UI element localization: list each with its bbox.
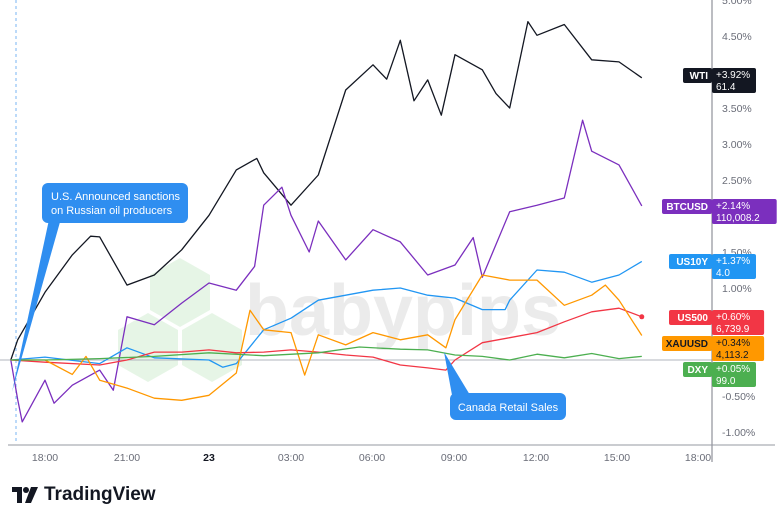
series-change: +0.34% [716,338,750,349]
watermark-hex [182,313,242,382]
series-name: DXY [687,365,708,376]
tradingview-logo[interactable]: TradingView [12,484,156,506]
series-value-tag [712,68,756,93]
series-name-tag [669,310,712,325]
series-line-btcusd[interactable] [10,119,643,423]
series-change: +2.14% [716,201,750,212]
series-value-tag [712,199,777,224]
price-tick-label: 4.50% [722,31,752,43]
price-tick-label: -0.50% [722,391,755,403]
callout-canada-retail-sales[interactable] [450,393,566,420]
series-value-tag [712,254,756,279]
series-change: +0.60% [716,312,750,323]
price-tick-label: 3.50% [722,103,752,115]
watermark-hex [150,258,210,327]
price-tick-label: 1.00% [722,283,752,295]
callout-sanctions[interactable] [42,183,188,223]
series-line-wti[interactable] [10,20,643,361]
series-value-tag [712,362,756,387]
series-name: US10Y [676,257,708,268]
series-price: 110,008.2 [716,213,760,224]
callout-sanctions-line2: on Russian oil producers [51,205,173,217]
series-name-tag [683,362,712,377]
series-price: 6,739.9 [716,324,750,335]
price-tick-label: -1.00% [722,427,755,439]
series-line-dxy[interactable] [10,346,642,361]
series-name: BTCUSD [666,202,708,213]
series-labels: WTI +3.92%61.4 BTCUSD +2.14%110,008.2 US10Y +… [662,68,777,387]
series-price: 4.0 [716,268,730,279]
series-name: WTI [690,71,709,82]
series-name: XAUUSD [666,339,708,350]
price-tick-label: 2.50% [722,175,752,187]
callout-pointer [12,215,62,392]
series-change: +3.92% [716,70,750,81]
series-value-tag [712,336,765,361]
series-line-us500[interactable] [10,307,643,371]
series-name: US500 [677,313,708,324]
watermark-hex [118,313,178,382]
time-tick-label: 18:00 [685,452,711,464]
time-tick-label: 15:00 [604,452,630,464]
series-name-tag [669,254,712,269]
time-tick-label: 09:00 [441,452,467,464]
price-tick-label: 3.00% [722,139,752,151]
callout-canada-text: Canada Retail Sales [458,402,559,414]
time-tick-label: 18:00 [32,452,58,464]
series-value-tag [712,310,765,335]
watermark: babypips [118,258,561,382]
series-lines [10,20,645,423]
last-point-marker [639,314,645,320]
time-axis[interactable]: 18:00 21:00 23 03:00 06:00 09:00 12:00 15:00 18:… [32,452,711,464]
callout-pointer [444,352,470,395]
series-name-tag [683,68,712,83]
time-tick-label: 12:00 [523,452,549,464]
tradingview-logo-icon [12,487,38,503]
price-tick-label: 5.00% [722,0,752,7]
series-price: 61.4 [716,82,736,93]
time-tick-label: 23 [203,452,215,464]
time-tick-label: 21:00 [114,452,140,464]
time-tick-label: 06:00 [359,452,385,464]
series-name-tag [662,199,712,214]
series-line-xauusd[interactable] [10,274,643,401]
series-change: +0.05% [716,364,750,375]
series-price: 4,113.2 [716,350,749,361]
series-change: +1.37% [716,256,750,267]
brand-name: TradingView [44,484,156,505]
callout-sanctions-line1: U.S. Announced sanctions [51,191,181,203]
annotations: U.S. Announced sanctions on Russian oil p… [12,183,566,420]
series-price: 99.0 [716,376,736,387]
time-tick-label: 03:00 [278,452,304,464]
series-name-tag [662,336,712,351]
